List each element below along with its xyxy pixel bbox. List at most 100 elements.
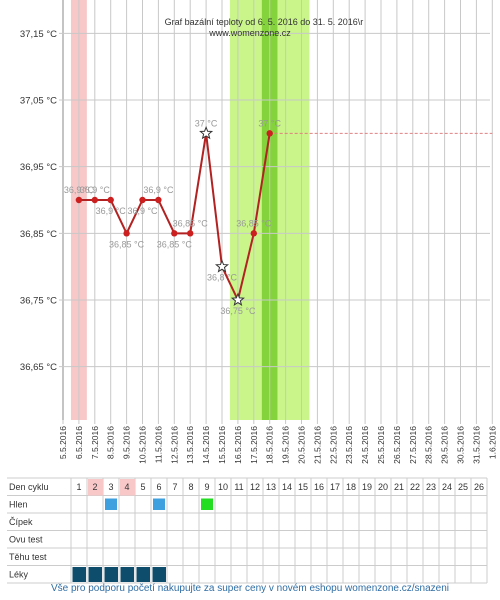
row-label: Ovu test bbox=[9, 535, 43, 545]
cycle-table: Den cyklu Hlen Čípek Ovu test Těhu test Léky 1… bbox=[7, 477, 488, 584]
y-tick-label: 37,05 °C bbox=[20, 96, 57, 107]
data-label: 36,85 °C bbox=[157, 239, 193, 249]
y-tick-label: 36,75 °C bbox=[20, 296, 57, 307]
day-number: 8 bbox=[188, 482, 193, 492]
data-label: 37 °C bbox=[258, 118, 281, 128]
y-tick-label: 36,65 °C bbox=[20, 362, 57, 373]
x-tick-label: 22.5.2016 bbox=[328, 426, 338, 464]
data-label: 36,85 °C bbox=[236, 218, 272, 228]
x-tick-label: 24.5.2016 bbox=[360, 426, 370, 464]
data-point bbox=[155, 196, 162, 204]
row-label: Den cyklu bbox=[9, 482, 49, 492]
highlight-band bbox=[277, 0, 310, 420]
chart-subtitle: www.womenzone.cz bbox=[208, 28, 291, 38]
data-point-star bbox=[214, 259, 230, 273]
x-tick-label: 21.5.2016 bbox=[312, 426, 322, 464]
day-number: 26 bbox=[474, 482, 484, 492]
x-tick-label: 7.5.2016 bbox=[90, 426, 100, 459]
data-point bbox=[187, 230, 194, 237]
data-point bbox=[91, 196, 99, 204]
data-point bbox=[250, 230, 257, 237]
x-tick-label: 31.5.2016 bbox=[471, 426, 481, 464]
day-number: 20 bbox=[378, 482, 388, 492]
row-label: Čípek bbox=[9, 517, 33, 527]
x-tick-label: 9.5.2016 bbox=[122, 426, 132, 459]
day-number: 24 bbox=[442, 482, 452, 492]
x-tick-label: 11.5.2016 bbox=[153, 426, 163, 463]
data-label: 36,75 °C bbox=[220, 306, 256, 316]
x-tick-label: 6.5.2016 bbox=[74, 426, 84, 459]
x-tick-label: 29.5.2016 bbox=[440, 426, 450, 464]
day-number: 5 bbox=[140, 482, 145, 492]
day-highlight-cell bbox=[120, 479, 135, 496]
data-point-star bbox=[230, 292, 245, 306]
day-number: 10 bbox=[218, 482, 228, 492]
x-tick-label: 25.5.2016 bbox=[376, 426, 386, 464]
day-number: 6 bbox=[156, 482, 161, 492]
day-number: 15 bbox=[298, 482, 308, 492]
day-number: 3 bbox=[108, 482, 113, 492]
highlight-band bbox=[229, 0, 262, 420]
x-tick-label: 15.5.2016 bbox=[217, 426, 227, 464]
x-tick-label: 19.5.2016 bbox=[281, 426, 291, 464]
x-tick-label: 18.5.2016 bbox=[265, 426, 275, 464]
day-number: 16 bbox=[314, 482, 324, 492]
day-highlight-cell bbox=[88, 479, 103, 496]
x-tick-label: 30.5.2016 bbox=[456, 426, 466, 464]
x-tick-label: 12.5.2016 bbox=[169, 426, 179, 464]
y-tick-label: 36,85 °C bbox=[20, 229, 57, 240]
hlen-marker bbox=[201, 498, 213, 510]
y-axis-ticks: 37,15 °C 37,05 °C 36,95 °C 36,85 °C 36,75 °C… bbox=[20, 29, 57, 373]
data-point bbox=[123, 230, 130, 237]
x-tick-label: 14.5.2016 bbox=[201, 426, 211, 464]
x-axis-ticks: 5.5.2016 6.5.2016 7.5.2016 8.5.2016 9.5.2016… bbox=[58, 426, 497, 464]
day-number: 21 bbox=[394, 482, 404, 492]
y-tick-label: 36,95 °C bbox=[20, 162, 57, 173]
day-number: 13 bbox=[266, 482, 276, 492]
chart-grid bbox=[59, 0, 493, 424]
data-point bbox=[139, 196, 146, 204]
data-label: 36,85 °C bbox=[109, 239, 145, 249]
footer-promo-text: Vše pro podporu početí nakupujte za supe… bbox=[50, 583, 450, 594]
x-tick-label: 20.5.2016 bbox=[297, 426, 307, 464]
day-number: 19 bbox=[362, 482, 372, 492]
x-tick-label: 1.6.2016 bbox=[487, 426, 497, 459]
day-number: 18 bbox=[346, 482, 356, 492]
x-tick-label: 27.5.2016 bbox=[408, 426, 418, 464]
day-number: 9 bbox=[204, 482, 209, 492]
data-label: 36,8 °C bbox=[207, 273, 238, 283]
hlen-marker bbox=[105, 498, 117, 510]
x-tick-label: 17.5.2016 bbox=[249, 426, 259, 464]
day-number: 23 bbox=[426, 482, 436, 492]
day-number: 4 bbox=[124, 482, 129, 492]
x-tick-label: 26.5.2016 bbox=[392, 426, 402, 464]
temperature-series: 36,9 °C36,9 °C36,9 °C36,85 °C36,9 °C36,9… bbox=[64, 118, 493, 316]
medication-marker bbox=[72, 567, 86, 582]
medication-marker bbox=[136, 567, 150, 582]
data-point bbox=[266, 130, 273, 137]
day-number: 2 bbox=[92, 482, 97, 492]
data-point-star bbox=[199, 125, 214, 140]
x-tick-label: 8.5.2016 bbox=[106, 426, 116, 459]
hlen-marker bbox=[153, 498, 165, 510]
data-label: 36,9 °C bbox=[127, 206, 158, 216]
medication-marker bbox=[152, 567, 166, 582]
day-number: 1 bbox=[76, 482, 81, 492]
day-number: 12 bbox=[250, 482, 260, 492]
data-label: 36,85 °C bbox=[173, 218, 209, 228]
row-label: Léky bbox=[9, 570, 29, 580]
data-point bbox=[75, 196, 83, 204]
data-point bbox=[107, 196, 114, 204]
day-number: 22 bbox=[410, 482, 420, 492]
highlight-bands bbox=[70, 0, 310, 420]
day-number: 11 bbox=[234, 482, 243, 492]
day-number: 25 bbox=[458, 482, 468, 492]
x-tick-label: 5.5.2016 bbox=[58, 426, 68, 459]
data-label: 36,9 °C bbox=[96, 206, 127, 216]
data-label: 36,9 °C bbox=[80, 185, 111, 195]
day-number: 14 bbox=[282, 482, 292, 492]
row-label: Těhu test bbox=[9, 552, 47, 562]
y-tick-label: 37,15 °C bbox=[20, 29, 57, 40]
day-number: 7 bbox=[172, 482, 177, 492]
